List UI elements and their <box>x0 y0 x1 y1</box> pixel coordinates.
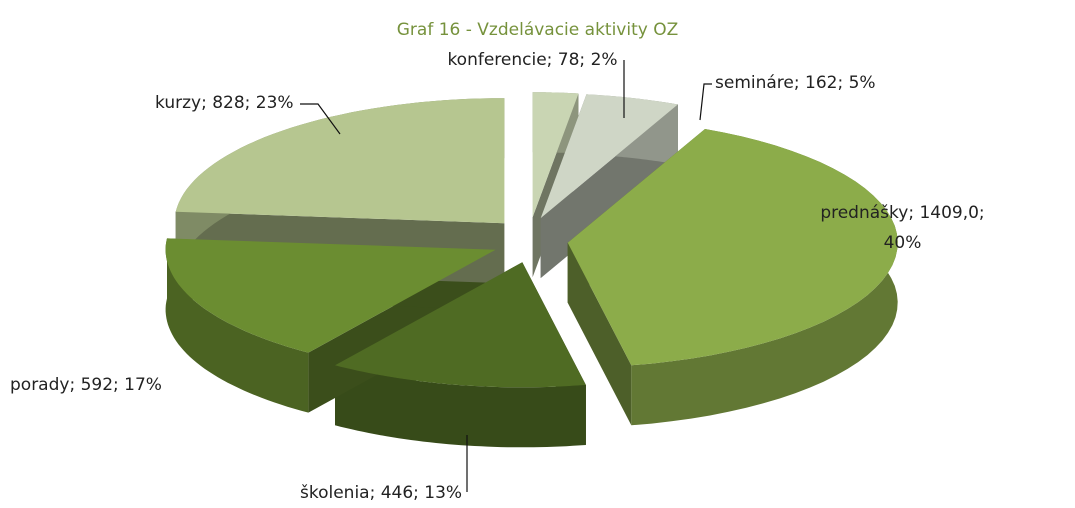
slice <box>567 129 898 366</box>
slice-side <box>165 238 309 413</box>
slice <box>175 98 505 224</box>
data-label: prednášky; 1409,0; 40% <box>820 203 985 253</box>
leader-line <box>300 103 341 135</box>
slice-side <box>335 365 586 448</box>
data-label: kurzy; 828; 23% <box>155 93 294 113</box>
slice <box>165 238 496 353</box>
data-label: semináre; 162; 5% <box>715 73 876 93</box>
data-label: porady; 592; 17% <box>10 375 162 395</box>
slice-cut <box>567 242 632 426</box>
data-label: konferencie; 78; 2% <box>447 50 618 70</box>
chart-title: Graf 16 - Vzdelávacie aktivity OZ <box>396 20 679 40</box>
slice <box>532 92 579 218</box>
slice <box>540 94 678 219</box>
leader-line <box>699 83 712 121</box>
slice <box>335 262 586 388</box>
data-label: školenia; 446; 13% <box>300 483 463 503</box>
